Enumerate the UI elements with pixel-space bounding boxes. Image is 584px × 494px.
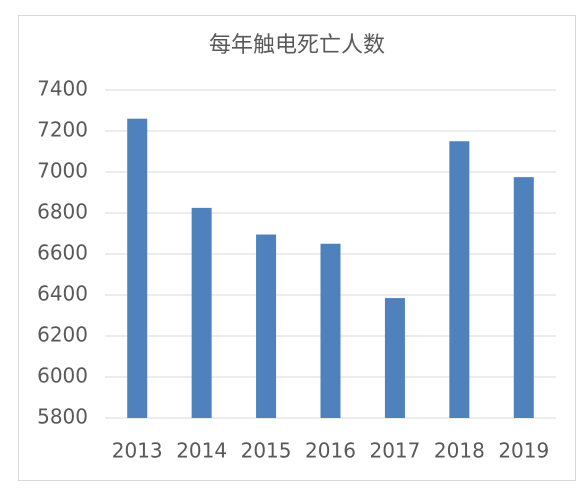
y-tick-label: 6800 xyxy=(37,200,88,224)
bar xyxy=(449,141,470,418)
y-tick-label: 6400 xyxy=(37,282,88,306)
y-tick-label: 5800 xyxy=(37,405,88,429)
bar xyxy=(127,118,148,418)
y-tick-label: 6200 xyxy=(37,323,88,347)
x-tick-label: 2014 xyxy=(176,439,227,463)
bar xyxy=(320,243,341,418)
bar xyxy=(191,207,212,418)
x-tick-label: 2019 xyxy=(498,439,549,463)
bar xyxy=(513,177,534,418)
x-tick-label: 2017 xyxy=(369,439,420,463)
x-tick-label: 2018 xyxy=(434,439,485,463)
chart-border xyxy=(18,15,576,481)
y-tick-label: 6600 xyxy=(37,241,88,265)
bar xyxy=(256,234,277,418)
bar xyxy=(384,298,405,418)
y-tick-label: 6000 xyxy=(37,364,88,388)
y-tick-label: 7200 xyxy=(37,118,88,142)
chart-title: 每年触电死亡人数 xyxy=(209,33,385,58)
x-tick-label: 2015 xyxy=(241,439,292,463)
y-tick-label: 7400 xyxy=(37,77,88,101)
x-tick-label: 2016 xyxy=(305,439,356,463)
x-tick-label: 2013 xyxy=(112,439,163,463)
y-tick-label: 7000 xyxy=(37,159,88,183)
